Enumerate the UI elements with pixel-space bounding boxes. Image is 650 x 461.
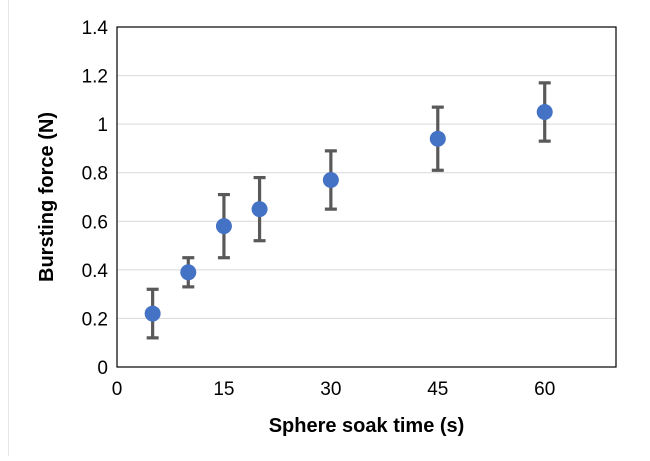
gridlines	[117, 75, 616, 319]
page-edge-rule	[8, 0, 9, 456]
y-tick-label: 1.4	[82, 18, 109, 39]
error-bars	[146, 81, 551, 340]
x-tick-label: 45	[427, 379, 448, 400]
y-tick-labels: 0 0.2 0.4 0.6 0.8 1 1.2 1.4	[82, 18, 109, 379]
y-tick-label: 0.2	[82, 309, 108, 330]
x-tick-label: 0	[112, 379, 123, 400]
plot-area-frame	[116, 26, 617, 368]
data-point	[322, 172, 339, 188]
y-tick-label: 0.4	[82, 261, 109, 282]
data-point	[215, 218, 232, 235]
data-points	[144, 104, 553, 322]
y-tick-label: 0	[97, 358, 108, 379]
data-point	[251, 201, 268, 218]
y-tick-label: 1.2	[82, 67, 108, 88]
data-point	[144, 305, 161, 322]
data-point	[536, 104, 553, 120]
x-tick-label: 15	[213, 379, 234, 400]
y-tick-label: 1	[97, 115, 108, 136]
y-tick-label: 0.8	[82, 164, 108, 185]
y-tick-label: 0.6	[82, 212, 108, 233]
data-point	[429, 130, 446, 147]
y-axis-title: Bursting force (N)	[36, 112, 58, 282]
x-tick-labels: 0 15 30 45 60	[112, 379, 556, 400]
x-tick-label: 30	[320, 379, 341, 400]
x-tick-label: 60	[534, 379, 555, 400]
data-point	[180, 264, 197, 281]
x-axis-title: Sphere soak time (s)	[269, 415, 465, 437]
